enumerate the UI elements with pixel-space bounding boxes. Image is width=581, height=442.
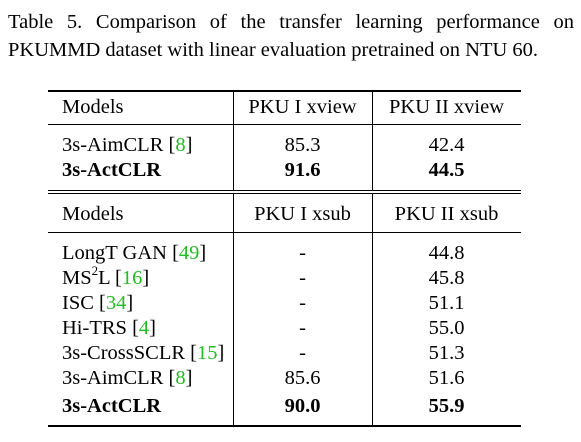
- t2-row-5-v1: -: [299, 342, 306, 364]
- t2-row-3-v2: 51.1: [428, 292, 465, 314]
- t1-row-1-v2: 42.4: [428, 134, 465, 156]
- citation-link[interactable]: 34: [105, 292, 127, 314]
- t1-row-2-v1: 91.6: [284, 159, 321, 181]
- t2-row-7-v2: 55.9: [428, 395, 465, 417]
- citation-link[interactable]: 16: [121, 267, 143, 289]
- t1-row-1-v1: 85.3: [284, 134, 321, 156]
- header-rule-2: [48, 232, 521, 233]
- t1-header-pku1: PKU I xview: [248, 96, 357, 118]
- t1-header-models: Models: [62, 96, 124, 118]
- header-rule-1: [48, 124, 521, 125]
- t2-row-5-model: 3s-CrossSCLR [15]: [62, 342, 225, 364]
- t2-row-1-model: LongT GAN [49]: [62, 242, 207, 264]
- col-divider-2: [372, 91, 373, 190]
- section-rule-b: [48, 193, 521, 194]
- t2-row-2-v2: 45.8: [428, 267, 465, 289]
- t2-header-pku1: PKU I xsub: [254, 203, 351, 225]
- t1-row-1-model: 3s-AimCLR [8]: [62, 134, 193, 156]
- t2-row-7-v1: 90.0: [284, 395, 321, 417]
- t1-row-2-v2: 44.5: [428, 159, 465, 181]
- t2-row-6-model: 3s-AimCLR [8]: [62, 367, 193, 389]
- t2-row-3-v1: -: [299, 292, 306, 314]
- section-rule-a: [48, 190, 521, 191]
- citation-link[interactable]: 15: [196, 342, 218, 364]
- t2-row-6-v2: 51.6: [428, 367, 465, 389]
- t2-row-6-v1: 85.6: [284, 367, 321, 389]
- table-caption: Table 5. Comparison of the transfer lear…: [8, 8, 574, 64]
- t1-row-2-model: 3s-ActCLR: [62, 159, 162, 181]
- t2-header-pku2: PKU II xsub: [394, 203, 499, 225]
- t2-row-4-v2: 55.0: [428, 317, 465, 339]
- t1-header-pku2: PKU II xview: [388, 96, 504, 118]
- citation-link[interactable]: 49: [178, 242, 200, 264]
- col-divider-4: [372, 194, 373, 425]
- col-divider-1: [233, 91, 234, 190]
- caption-line-1: Table 5. Comparison of the transfer lear…: [8, 11, 574, 33]
- t2-row-2-v1: -: [299, 267, 306, 289]
- t2-row-3-model: ISC [34]: [62, 292, 134, 314]
- superscript: 2: [91, 263, 99, 279]
- t2-row-1-v1: -: [299, 242, 306, 264]
- t2-row-1-v2: 44.8: [428, 242, 465, 264]
- t2-row-2-model: MS2L [16]: [62, 263, 150, 289]
- top-rule: [48, 90, 521, 92]
- caption-line-2: PKUMMD dataset with linear evaluation pr…: [8, 39, 539, 61]
- col-divider-3: [233, 194, 234, 425]
- t2-row-5-v2: 51.3: [428, 342, 465, 364]
- citation-link[interactable]: 4: [138, 317, 150, 339]
- t2-row-4-model: Hi-TRS [4]: [62, 317, 156, 339]
- t2-row-7-model: 3s-ActCLR: [62, 395, 162, 417]
- bottom-rule: [48, 425, 521, 427]
- citation-link[interactable]: 8: [175, 367, 186, 389]
- t2-row-4-v1: -: [299, 317, 306, 339]
- citation-link[interactable]: 8: [175, 134, 186, 156]
- t2-header-models: Models: [62, 203, 124, 225]
